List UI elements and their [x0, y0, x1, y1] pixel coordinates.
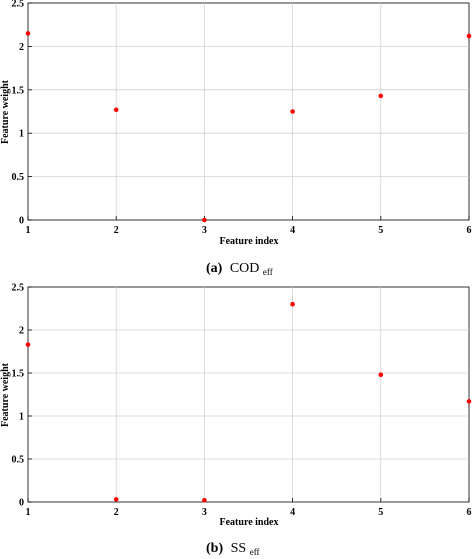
y-axis-label-b: Feature weight — [0, 362, 11, 427]
caption-a-sub: eff — [263, 267, 273, 277]
y-tick-label-a: 1.5 — [12, 85, 25, 96]
data-point-a — [25, 31, 31, 36]
y-ticks-b: 0 0.5 1 1.5 2 2.5 — [12, 283, 32, 509]
data-point-b — [25, 342, 31, 347]
x-tick-label-b: 1 — [26, 507, 31, 518]
y-tick-label-b: 1.5 — [12, 369, 25, 380]
data-point-a — [290, 109, 295, 114]
data-point-a — [202, 217, 207, 223]
caption-b-main: SS — [231, 541, 247, 556]
points-b — [25, 301, 472, 503]
caption-b-sub: eff — [250, 547, 260, 557]
data-point-b — [466, 399, 472, 404]
y-tick-label-b: 0 — [19, 498, 24, 509]
data-point-b — [378, 372, 384, 378]
y-tick-label-a: 0.5 — [12, 172, 25, 183]
y-tick-label-b: 2 — [19, 326, 24, 337]
y-tick-label-a: 0 — [19, 216, 24, 227]
plot-area-b — [27, 286, 470, 503]
y-tick-label-b: 1 — [19, 412, 24, 423]
x-tick-label-a: 4 — [290, 225, 295, 236]
x-tick-label-b: 6 — [467, 507, 472, 518]
caption-b-letter: (b) — [206, 541, 223, 556]
x-tick-label-a: 1 — [26, 225, 31, 236]
x-axis-label-b: Feature index — [220, 517, 279, 528]
x-ticks-a: 1 2 3 4 5 6 — [26, 216, 472, 236]
plot-area-a — [27, 2, 470, 221]
caption-a-main: COD — [230, 261, 260, 276]
data-point-b — [113, 497, 119, 502]
x-tick-label-b: 3 — [202, 507, 207, 518]
y-tick-label-b: 2.5 — [12, 283, 25, 294]
data-point-a — [113, 107, 119, 113]
y-tick-label-a: 2.5 — [12, 0, 25, 10]
panel-a: 0 0.5 1 1.5 2 2.5 1 2 3 4 5 6 Feature index Featur… — [0, 0, 472, 277]
data-point-b — [202, 497, 207, 503]
data-point-b — [290, 301, 295, 307]
x-tick-label-a: 3 — [202, 225, 207, 236]
x-tick-label-b: 4 — [290, 507, 295, 518]
x-tick-label-a: 2 — [114, 225, 119, 236]
caption-a: (a) COD eff — [206, 261, 273, 277]
data-point-a — [466, 33, 472, 39]
caption-a-letter: (a) — [206, 261, 223, 276]
y-ticks-a: 0 0.5 1 1.5 2 2.5 — [12, 0, 32, 227]
data-point-a — [378, 93, 384, 99]
points-a — [25, 31, 472, 223]
x-tick-label-b: 2 — [114, 507, 119, 518]
y-tick-label-a: 2 — [19, 42, 24, 53]
y-axis-label-a: Feature weight — [0, 79, 11, 144]
panel-b: 0 0.5 1 1.5 2 2.5 1 2 3 4 5 6 Feature index Featur… — [0, 283, 472, 558]
grid-b — [28, 287, 469, 502]
x-tick-label-a: 5 — [378, 225, 383, 236]
y-tick-label-b: 0.5 — [12, 455, 25, 466]
caption-b: (b) SS eff — [206, 541, 260, 557]
x-tick-label-b: 5 — [378, 507, 383, 518]
x-axis-label-a: Feature index — [220, 236, 279, 247]
y-tick-label-a: 1 — [19, 129, 24, 140]
x-tick-label-a: 6 — [467, 225, 472, 236]
